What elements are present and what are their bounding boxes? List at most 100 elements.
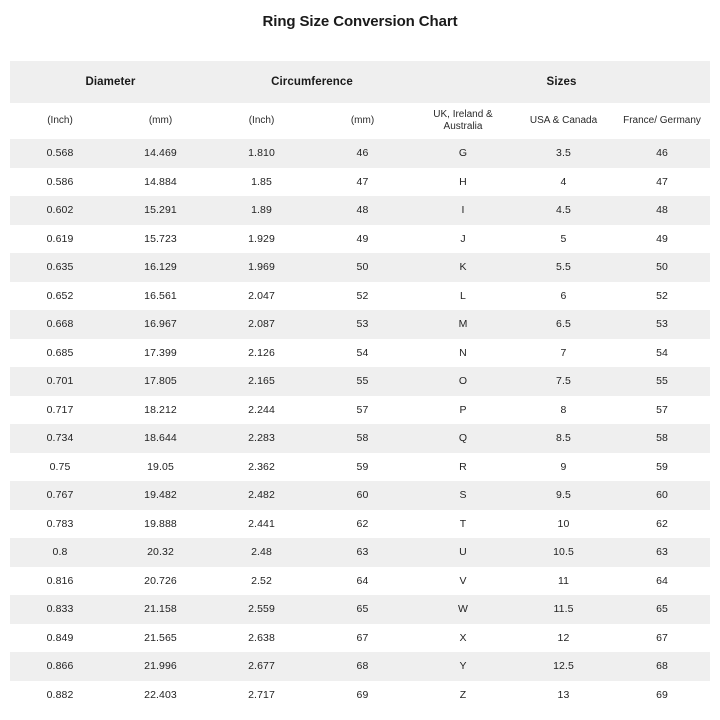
cell-circumference-mm: 55: [356, 375, 369, 388]
cell-circumference-mm: 54: [356, 346, 369, 359]
cell-circumference-inch: 2.244: [248, 403, 275, 416]
cell-size-usa: 3.5: [556, 147, 571, 160]
cell-diameter-mm: 19.888: [144, 517, 177, 530]
cell-size-usa: 6: [560, 289, 567, 302]
cell-size-france: 55: [656, 375, 668, 388]
cell-diameter-mm: 16.967: [144, 318, 177, 331]
cell-diameter-mm: 19.482: [144, 489, 177, 502]
cell-circumference-mm: 48: [356, 204, 369, 217]
cell-size-france: 65: [656, 603, 668, 616]
cell-size-france: 60: [656, 489, 668, 502]
cell-diameter-mm: 21.996: [144, 660, 177, 673]
cell-circumference-mm: 53: [356, 318, 369, 331]
cell-size-usa: 4: [560, 175, 567, 188]
cell-diameter-inch: 0.849: [46, 631, 74, 644]
column-header-usa-canada: USA & Canada: [529, 115, 598, 126]
cell-size-usa: 4.5: [556, 204, 571, 217]
cell-circumference-inch: 2.165: [248, 375, 275, 388]
cell-circumference-inch: 2.48: [251, 546, 272, 559]
table-row: 0.833 21.158 2.559 65 W 11.5 65: [10, 595, 711, 624]
cell-circumference-mm: 47: [356, 175, 369, 188]
cell-diameter-inch: 0.685: [46, 346, 74, 359]
cell-size-france: 62: [656, 517, 668, 530]
cell-diameter-mm: 18.644: [144, 432, 177, 445]
cell-circumference-inch: 1.810: [248, 147, 275, 160]
cell-size-france: 59: [656, 460, 668, 473]
cell-size-uk: Q: [458, 432, 468, 445]
cell-size-uk: G: [458, 147, 468, 160]
cell-circumference-inch: 2.087: [248, 318, 275, 331]
cell-diameter-inch: 0.635: [46, 261, 74, 274]
cell-diameter-mm: 16.129: [144, 261, 177, 274]
table-head: Diameter Circumference Sizes (Inch) (mm)…: [10, 61, 711, 139]
ring-size-conversion-table: Diameter Circumference Sizes (Inch) (mm)…: [10, 61, 711, 709]
table-row: 0.701 17.805 2.165 55 O 7.5 55: [10, 367, 711, 396]
cell-size-usa: 13: [557, 688, 570, 701]
table-row: 0.767 19.482 2.482 60 S 9.5 60: [10, 481, 711, 510]
table-row: 0.816 20.726 2.52 64 V 11 64: [10, 566, 711, 595]
cell-size-france: 52: [656, 289, 668, 302]
cell-size-uk: U: [459, 546, 467, 559]
cell-diameter-inch: 0.701: [46, 375, 74, 388]
cell-size-uk: V: [459, 574, 467, 587]
cell-circumference-inch: 1.85: [251, 175, 272, 188]
cell-diameter-mm: 20.32: [147, 546, 174, 559]
cell-circumference-mm: 57: [356, 403, 369, 416]
cell-diameter-inch: 0.652: [46, 289, 74, 302]
cell-diameter-mm: 19.05: [147, 460, 174, 473]
table-row: 0.734 18.644 2.283 58 Q 8.5 58: [10, 424, 711, 453]
table-row: 0.635 16.129 1.969 50 K 5.5 50: [10, 253, 711, 282]
table-row: 0.8 20.32 2.48 63 U 10.5 63: [10, 538, 711, 567]
table-row: 0.783 19.888 2.441 62 T 10 62: [10, 509, 711, 538]
table-row: 0.652 16.561 2.047 52 L 6 52: [10, 281, 711, 310]
cell-size-usa: 5.5: [556, 261, 571, 274]
cell-diameter-mm: 17.805: [144, 375, 177, 388]
cell-diameter-mm: 22.403: [144, 688, 177, 701]
cell-size-france: 48: [656, 204, 668, 217]
cell-size-france: 63: [656, 546, 668, 559]
cell-circumference-inch: 1.89: [251, 204, 272, 217]
column-header-uk-ireland-australia: UK, Ireland & Australia: [433, 109, 493, 132]
cell-diameter-inch: 0.586: [46, 175, 74, 188]
cell-size-usa: 6.5: [556, 318, 571, 331]
cell-diameter-inch: 0.619: [46, 232, 74, 245]
cell-diameter-inch: 0.8: [52, 546, 68, 559]
table-row: 0.849 21.565 2.638 67 X 12 67: [10, 623, 711, 652]
cell-size-uk: J: [460, 232, 466, 245]
cell-diameter-inch: 0.668: [46, 318, 74, 331]
table-row: 0.568 14.469 1.810 46 G 3.5 46: [10, 139, 711, 168]
cell-size-uk: O: [458, 375, 468, 388]
cell-circumference-mm: 63: [356, 546, 369, 559]
cell-size-uk: Z: [459, 688, 467, 701]
column-header-france-germany: France/ Germany: [623, 115, 701, 126]
cell-size-uk: M: [458, 318, 468, 331]
cell-diameter-inch: 0.866: [46, 660, 74, 673]
cell-diameter-inch: 0.602: [46, 204, 74, 217]
table-row: 0.685 17.399 2.126 54 N 7 54: [10, 338, 711, 367]
cell-circumference-mm: 64: [356, 574, 369, 587]
cell-size-france: 57: [656, 403, 668, 416]
cell-circumference-mm: 46: [356, 147, 369, 160]
cell-size-france: 69: [656, 688, 668, 701]
cell-size-uk: Y: [459, 660, 467, 673]
table-row: 0.619 15.723 1.929 49 J 5 49: [10, 224, 711, 253]
cell-circumference-inch: 2.126: [248, 346, 275, 359]
cell-circumference-mm: 68: [356, 660, 369, 673]
cell-size-uk: H: [459, 175, 467, 188]
table-row: 0.668 16.967 2.087 53 M 6.5 53: [10, 310, 711, 339]
cell-diameter-mm: 14.469: [144, 147, 177, 160]
cell-size-france: 50: [656, 261, 668, 274]
table-row: 0.882 22.403 2.717 69 Z 13 69: [10, 680, 711, 709]
cell-size-usa: 9: [560, 460, 567, 473]
cell-size-usa: 8.5: [556, 432, 571, 445]
cell-diameter-inch: 0.882: [46, 688, 74, 701]
cell-diameter-inch: 0.717: [46, 403, 74, 416]
cell-size-usa: 11: [557, 574, 570, 587]
cell-size-uk: P: [459, 403, 467, 416]
cell-size-usa: 7: [560, 346, 567, 359]
cell-size-uk: I: [461, 204, 465, 217]
cell-circumference-mm: 50: [356, 261, 369, 274]
cell-circumference-mm: 67: [356, 631, 369, 644]
cell-diameter-mm: 15.291: [144, 204, 177, 217]
